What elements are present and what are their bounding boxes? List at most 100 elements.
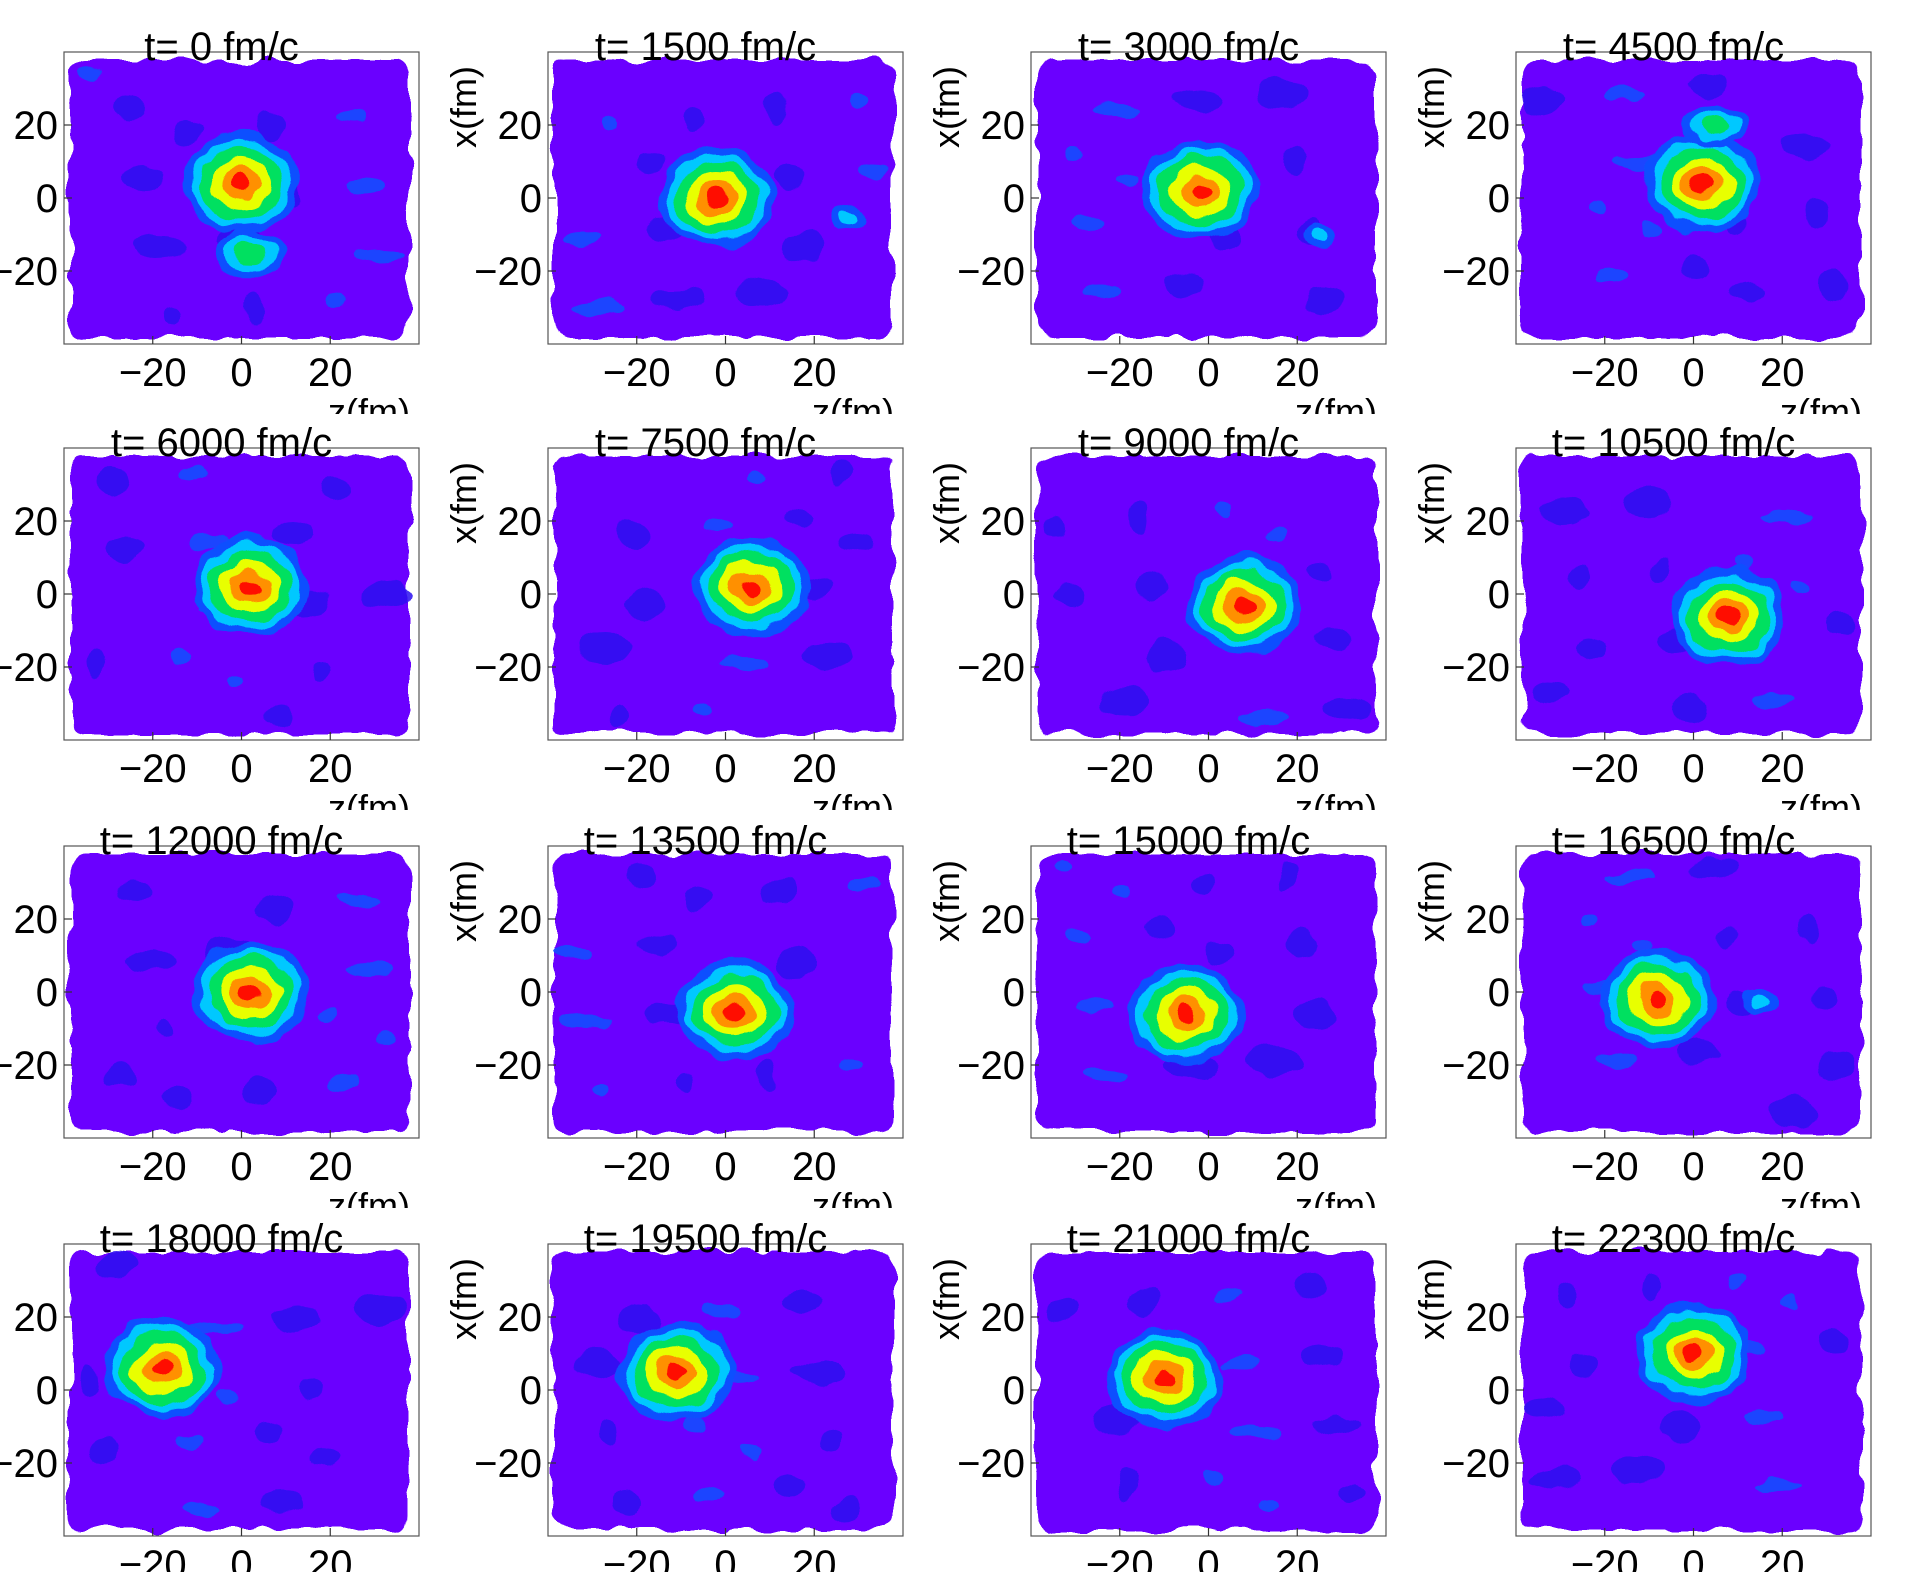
panel-8: −20 0 20 20 0 −20 t= 12000 fm/c z(fm) [0, 819, 420, 1208]
density-patch [840, 1060, 860, 1074]
x-tick-label: 20 [308, 1145, 353, 1189]
density-patch [701, 519, 731, 533]
panel-5: −20 0 20 20 0 −20 t= 7500 fm/c x(fm) z(fm) [443, 421, 904, 810]
density-patch [1660, 1410, 1700, 1440]
density-peak [192, 942, 309, 1042]
density-patch [1779, 131, 1829, 161]
panel-title: t= 6000 fm/c [111, 421, 332, 465]
density-patch [1064, 147, 1084, 161]
density-patch [189, 1320, 239, 1334]
density-patch [562, 232, 602, 246]
contour-level [231, 175, 252, 192]
y-tick-label: 20 [981, 1296, 1026, 1340]
density-patch [636, 934, 676, 956]
density-patch [600, 118, 620, 132]
heatmap-field [1037, 456, 1376, 734]
x-tick-label: −20 [1571, 1543, 1639, 1572]
panel-title: t= 12000 fm/c [100, 819, 343, 863]
density-patch [171, 122, 201, 144]
density-patch [1817, 269, 1847, 299]
density-patch [766, 94, 786, 124]
heatmap-field [554, 456, 893, 734]
panel-title: t= 3000 fm/c [1078, 25, 1299, 69]
density-patch [1595, 269, 1625, 283]
panel-9: −20 0 20 20 0 −20 t= 13500 fm/c x(fm) z(fm) [443, 819, 904, 1208]
panel-title: t= 13500 fm/c [584, 819, 827, 863]
contour-level [666, 1363, 687, 1380]
panel-title: t= 15000 fm/c [1067, 819, 1310, 863]
density-patch [1604, 869, 1654, 883]
density-patch [737, 277, 787, 307]
density-patch [618, 519, 648, 549]
x-tick-label: −20 [603, 747, 671, 791]
x-tick-label: 20 [792, 1145, 837, 1189]
density-patch [1174, 90, 1224, 112]
density-patch [254, 110, 284, 140]
density-patch [180, 466, 210, 480]
density-patch [1734, 556, 1754, 570]
density-patch [245, 1076, 275, 1106]
density-patch [1521, 1398, 1561, 1420]
x-tick-label: 0 [230, 351, 252, 395]
contour-level [1176, 1005, 1197, 1022]
density-patch [692, 702, 712, 716]
density-patch [858, 163, 888, 177]
y-tick-label: 0 [520, 573, 542, 617]
density-peak [1106, 1329, 1223, 1430]
density-patch [355, 1296, 405, 1326]
x-tick-label: 20 [308, 747, 353, 791]
density-patch [364, 580, 414, 610]
x-tick-label: 0 [230, 1145, 252, 1189]
density-patch [1111, 885, 1131, 899]
x-tick-label: 20 [792, 1543, 837, 1572]
x-axis-label: z(fm) [1295, 1185, 1377, 1226]
y-tick-label: −20 [1442, 250, 1510, 294]
density-patch [1687, 857, 1737, 879]
density-patch [1212, 1288, 1242, 1302]
density-patch [1055, 584, 1085, 606]
panel-14: −20 0 20 20 0 −20 t= 21000 fm/c x(fm) [926, 1217, 1387, 1572]
density-patch [79, 65, 99, 79]
density-patch [1194, 873, 1214, 895]
density-patch [1817, 1052, 1857, 1082]
heatmap-field [1522, 854, 1861, 1132]
y-tick-label: −20 [957, 1044, 1025, 1088]
density-patch [1669, 694, 1709, 724]
density-patch [1826, 613, 1856, 635]
density-patch [683, 1418, 703, 1432]
density-patch [1781, 1296, 1801, 1310]
density-peak [831, 203, 868, 230]
density-patch [310, 661, 330, 683]
density-patch [1530, 682, 1570, 704]
density-peak [1600, 949, 1716, 1050]
density-peak [216, 230, 285, 275]
x-axis-label: z(fm) [1295, 391, 1377, 432]
y-tick-label: 0 [1488, 971, 1510, 1015]
density-patch [784, 507, 814, 529]
density-peak [1186, 554, 1302, 655]
density-patch [1577, 637, 1607, 659]
x-tick-label: −20 [603, 1145, 671, 1189]
density-patch [1678, 1040, 1718, 1062]
panel-0: −20 0 20 20 0 −20 t= 0 fm/c z(fm) [0, 25, 420, 414]
y-tick-label: 20 [498, 1296, 543, 1340]
panel-title: t= 9000 fm/c [1078, 421, 1299, 465]
density-patch [1322, 698, 1372, 720]
density-patch [1259, 1495, 1279, 1509]
x-tick-label: 0 [1682, 1543, 1704, 1572]
density-patch [319, 1007, 339, 1021]
density-patch [784, 1292, 824, 1314]
y-axis-label: x(fm) [1411, 66, 1452, 148]
y-tick-label: 20 [498, 104, 543, 148]
density-patch [263, 706, 293, 728]
density-patch [1286, 147, 1306, 177]
contour-level [1189, 182, 1210, 199]
density-patch [97, 1251, 137, 1281]
x-tick-label: −20 [1571, 351, 1639, 395]
x-tick-label: −20 [1571, 747, 1639, 791]
density-patch [1277, 861, 1297, 891]
x-tick-label: −20 [119, 1543, 187, 1572]
density-patch [1817, 1329, 1847, 1351]
contour-level [240, 984, 261, 1000]
density-patch [1808, 200, 1828, 230]
